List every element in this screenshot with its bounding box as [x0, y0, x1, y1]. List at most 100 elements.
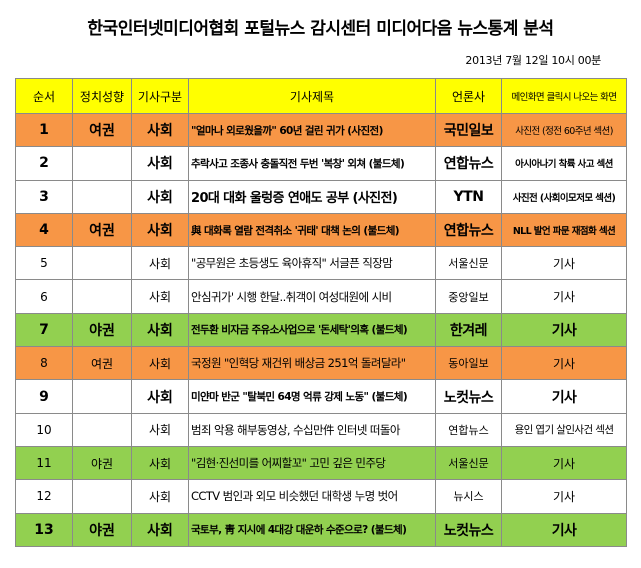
row-publisher: 동아일보 [435, 346, 502, 381]
row-note: 기사 [501, 479, 627, 514]
header-category: 기사구분 [131, 78, 189, 114]
row-note: 기사 [501, 445, 627, 481]
table-row: 12 사회 CCTV 범인과 외모 비슷했던 대학생 누명 벗어 뉴시스 기사 [15, 479, 627, 514]
row-no: 12 [15, 479, 73, 514]
row-article-title: 범죄 악용 해부동영상, 수십만件 인터넷 떠돌아 [188, 412, 436, 447]
row-article-title: "얼마나 외로웠을까" 60년 걸린 귀가 (사진전) [188, 112, 436, 148]
header-politics: 정치성향 [72, 78, 132, 114]
row-publisher: 국민일보 [435, 112, 502, 148]
row-article-title: 국정원 "인혁당 재건위 배상금 251억 돌려달라" [188, 346, 436, 381]
row-article-title: 미얀마 반군 "탈북민 64명 억류 강제 노동" (불드체) [188, 379, 436, 414]
row-note: 기사 [501, 246, 627, 281]
header-article: 기사제목 [188, 78, 436, 114]
row-category: 사회 [131, 312, 189, 348]
table-header-row: 순서 정치성향 기사구분 기사제목 언론사 메인화면 클릭시 나오는 화면 [15, 78, 627, 114]
report-date: 2013년 7월 12일 10시 00분 [465, 54, 601, 67]
row-politics: 야권 [72, 512, 132, 547]
row-article-title: 與 대화록 열람 전격취소 '귀태' 대책 논의 (불드체) [188, 212, 436, 248]
row-politics: 여권 [72, 346, 132, 381]
row-no: 3 [15, 179, 73, 214]
row-note: 기사 [501, 512, 627, 547]
row-publisher: 연합뉴스 [435, 412, 502, 447]
table-row: 1 여권 사회 "얼마나 외로웠을까" 60년 걸린 귀가 (사진전) 국민일보… [15, 112, 627, 148]
row-article-title: "김현·진선미를 어찌할꼬" 고민 깊은 민주당 [188, 445, 436, 481]
row-category: 사회 [131, 479, 189, 514]
row-category: 사회 [131, 212, 189, 248]
row-category: 사회 [131, 412, 189, 447]
row-politics: 야권 [72, 445, 132, 481]
row-note: 기사 [501, 279, 627, 314]
table-row: 4 여권 사회 與 대화록 열람 전격취소 '귀태' 대책 논의 (불드체) 연… [15, 212, 627, 248]
row-article-title: 국토부, 靑 지시에 4대강 대운하 수준으로? (불드체) [188, 512, 436, 547]
row-no: 11 [15, 445, 73, 481]
row-category: 사회 [131, 112, 189, 148]
table-row: 7 야권 사회 전두환 비자금 주유소사업으로 '돈세탁'의혹 (불드체) 한겨… [15, 312, 627, 348]
row-note: 용인 엽기 살인사건 섹션 [501, 412, 627, 447]
row-category: 사회 [131, 146, 189, 181]
row-category: 사회 [131, 179, 189, 214]
row-politics: 여권 [72, 212, 132, 248]
row-publisher: 뉴시스 [435, 479, 502, 514]
row-article-title: 추락사고 조종사 충돌직전 두번 '복창' 외쳐 (불드체) [188, 146, 436, 181]
row-no: 5 [15, 246, 73, 281]
table-row: 13 야권 사회 국토부, 靑 지시에 4대강 대운하 수준으로? (불드체) … [15, 512, 627, 547]
header-publisher: 언론사 [435, 78, 502, 114]
row-no: 10 [15, 412, 73, 447]
table-row: 9 사회 미얀마 반군 "탈북민 64명 억류 강제 노동" (불드체) 노컷뉴… [15, 379, 627, 414]
row-note: 기사 [501, 379, 627, 414]
row-note: 아시아나기 착륙 사고 섹션 [501, 146, 627, 181]
row-politics [72, 412, 132, 447]
row-politics [72, 246, 132, 281]
row-note: 기사 [501, 312, 627, 348]
header-note: 메인화면 클릭시 나오는 화면 [501, 78, 627, 114]
row-publisher: 서울신문 [435, 246, 502, 281]
row-article-title: CCTV 범인과 외모 비슷했던 대학생 누명 벗어 [188, 479, 436, 514]
row-publisher: 한겨레 [435, 312, 502, 348]
row-note: NLL 발언 파문 재점화 섹션 [501, 212, 627, 248]
row-no: 6 [15, 279, 73, 314]
row-article-title: 20대 대화 울렁증 연애도 공부 (사진전) [188, 179, 436, 214]
row-politics [72, 146, 132, 181]
row-article-title: 안심귀가' 시행 한달..취객이 여성대원에 시비 [188, 279, 436, 314]
row-no: 8 [15, 346, 73, 381]
row-publisher: 연합뉴스 [435, 212, 502, 248]
row-publisher: 중앙일보 [435, 279, 502, 314]
table-row: 11 야권 사회 "김현·진선미를 어찌할꼬" 고민 깊은 민주당 서울신문 기… [15, 445, 627, 481]
row-no: 2 [15, 146, 73, 181]
page-title: 한국인터넷미디어협회 포털뉴스 감시센터 미디어다음 뉴스통계 분석 [87, 19, 554, 39]
row-no: 9 [15, 379, 73, 414]
row-category: 사회 [131, 379, 189, 414]
table-row: 8 여권 사회 국정원 "인혁당 재건위 배상금 251억 돌려달라" 동아일보… [15, 346, 627, 381]
row-politics [72, 379, 132, 414]
table-row: 5 사회 "공무원은 초등생도 육아휴직" 서글픈 직장맘 서울신문 기사 [15, 246, 627, 281]
row-publisher: 연합뉴스 [435, 146, 502, 181]
row-politics [72, 179, 132, 214]
table-row: 3 사회 20대 대화 울렁증 연애도 공부 (사진전) YTN 사진전 (사회… [15, 179, 627, 214]
row-note: 기사 [501, 346, 627, 381]
row-no: 1 [15, 112, 73, 148]
row-politics: 야권 [72, 312, 132, 348]
row-politics: 여권 [72, 112, 132, 148]
row-politics [72, 479, 132, 514]
row-category: 사회 [131, 246, 189, 281]
row-category: 사회 [131, 445, 189, 481]
row-note: 사진전 (사회이모저모 섹션) [501, 179, 627, 214]
news-stats-table: 순서 정치성향 기사구분 기사제목 언론사 메인화면 클릭시 나오는 화면 1 … [15, 78, 627, 547]
row-no: 13 [15, 512, 73, 547]
row-category: 사회 [131, 346, 189, 381]
row-category: 사회 [131, 512, 189, 547]
row-publisher: 노컷뉴스 [435, 379, 502, 414]
row-category: 사회 [131, 279, 189, 314]
table-row: 2 사회 추락사고 조종사 충돌직전 두번 '복창' 외쳐 (불드체) 연합뉴스… [15, 146, 627, 181]
row-no: 7 [15, 312, 73, 348]
row-note: 사진전 (정전 60주년 섹션) [501, 112, 627, 148]
table-row: 6 사회 안심귀가' 시행 한달..취객이 여성대원에 시비 중앙일보 기사 [15, 279, 627, 314]
row-publisher: 서울신문 [435, 445, 502, 481]
header-no: 순서 [15, 78, 73, 114]
row-publisher: YTN [435, 179, 502, 214]
row-article-title: 전두환 비자금 주유소사업으로 '돈세탁'의혹 (불드체) [188, 312, 436, 348]
row-politics [72, 279, 132, 314]
row-publisher: 노컷뉴스 [435, 512, 502, 547]
table-row: 10 사회 범죄 악용 해부동영상, 수십만件 인터넷 떠돌아 연합뉴스 용인 … [15, 412, 627, 447]
row-article-title: "공무원은 초등생도 육아휴직" 서글픈 직장맘 [188, 246, 436, 281]
